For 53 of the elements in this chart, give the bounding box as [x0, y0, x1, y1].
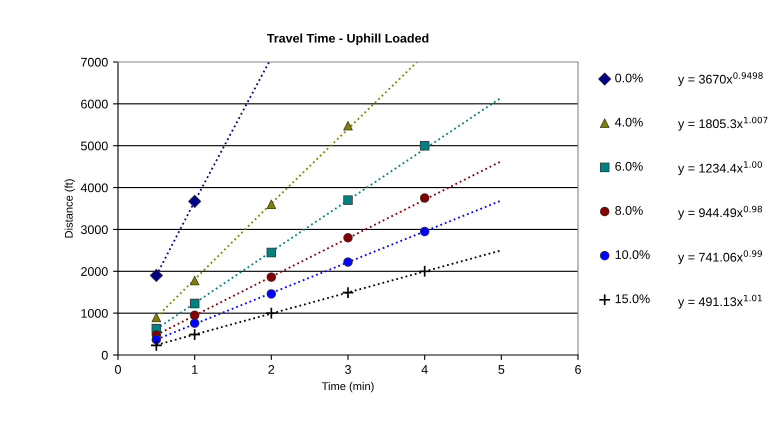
text: y = 741.06x$^{0.99}$ — [678, 250, 762, 264]
legend-label: 8.0% — [615, 206, 643, 215]
point — [343, 120, 353, 130]
chart-title: Travel Time - Uphill Loaded — [266, 33, 428, 46]
text: y = 1805.3x$^{1.007}$ — [678, 116, 768, 131]
y-tick-label: 6000 — [81, 100, 108, 109]
point — [150, 268, 163, 282]
text: y = 1234.4x$^{1.00}$ — [678, 161, 762, 176]
point — [343, 195, 353, 205]
x-tick-label: 0 — [115, 365, 121, 374]
legend-label: 10.0% — [616, 250, 650, 260]
x-axis-title: Time (min) — [322, 382, 374, 392]
y-axis-title: Distance (ft) — [64, 179, 75, 238]
point — [190, 318, 200, 328]
point — [190, 276, 200, 286]
text: y = 3670x$^{0.9498}$ — [678, 72, 763, 86]
y-tick-label: 2000 — [81, 267, 108, 276]
point — [420, 193, 430, 203]
point — [343, 257, 353, 267]
legend-label: 0.0% — [615, 74, 643, 82]
point — [343, 233, 353, 243]
point — [152, 312, 162, 322]
y-tick-label: 7000 — [81, 58, 108, 67]
text: y = 944.49x$^{0.98}$ — [678, 206, 762, 220]
point — [265, 306, 278, 320]
legend-label: 4.0% — [614, 118, 643, 127]
y-tick-label: 3000 — [80, 225, 108, 234]
point — [188, 328, 201, 341]
x-tick-label: 3 — [345, 365, 351, 374]
point — [266, 200, 276, 210]
legend-label: 15.0% — [616, 294, 650, 304]
point — [418, 265, 431, 278]
point — [342, 286, 354, 299]
point — [266, 248, 276, 258]
point — [190, 310, 200, 320]
x-tick-label: 6 — [575, 365, 581, 374]
y-tick-label: 5000 — [80, 142, 108, 150]
point — [266, 289, 276, 299]
point — [420, 140, 430, 150]
x-tick-label: 1 — [192, 365, 198, 374]
x-tick-label: 5 — [498, 365, 504, 374]
point — [188, 194, 202, 208]
x-tick-label: 4 — [421, 365, 428, 374]
y-tick-label: 1000 — [81, 308, 108, 318]
text: y = 491.13x$^{1.01}$ — [678, 294, 762, 309]
point — [190, 298, 200, 308]
x-tick-label: 2 — [268, 365, 274, 374]
point — [266, 272, 276, 282]
point — [420, 226, 430, 236]
y-tick-label: 4000 — [80, 183, 108, 192]
legend-label: 6.0% — [615, 162, 643, 171]
point — [150, 339, 163, 352]
y-tick-label: 0 — [102, 350, 108, 360]
